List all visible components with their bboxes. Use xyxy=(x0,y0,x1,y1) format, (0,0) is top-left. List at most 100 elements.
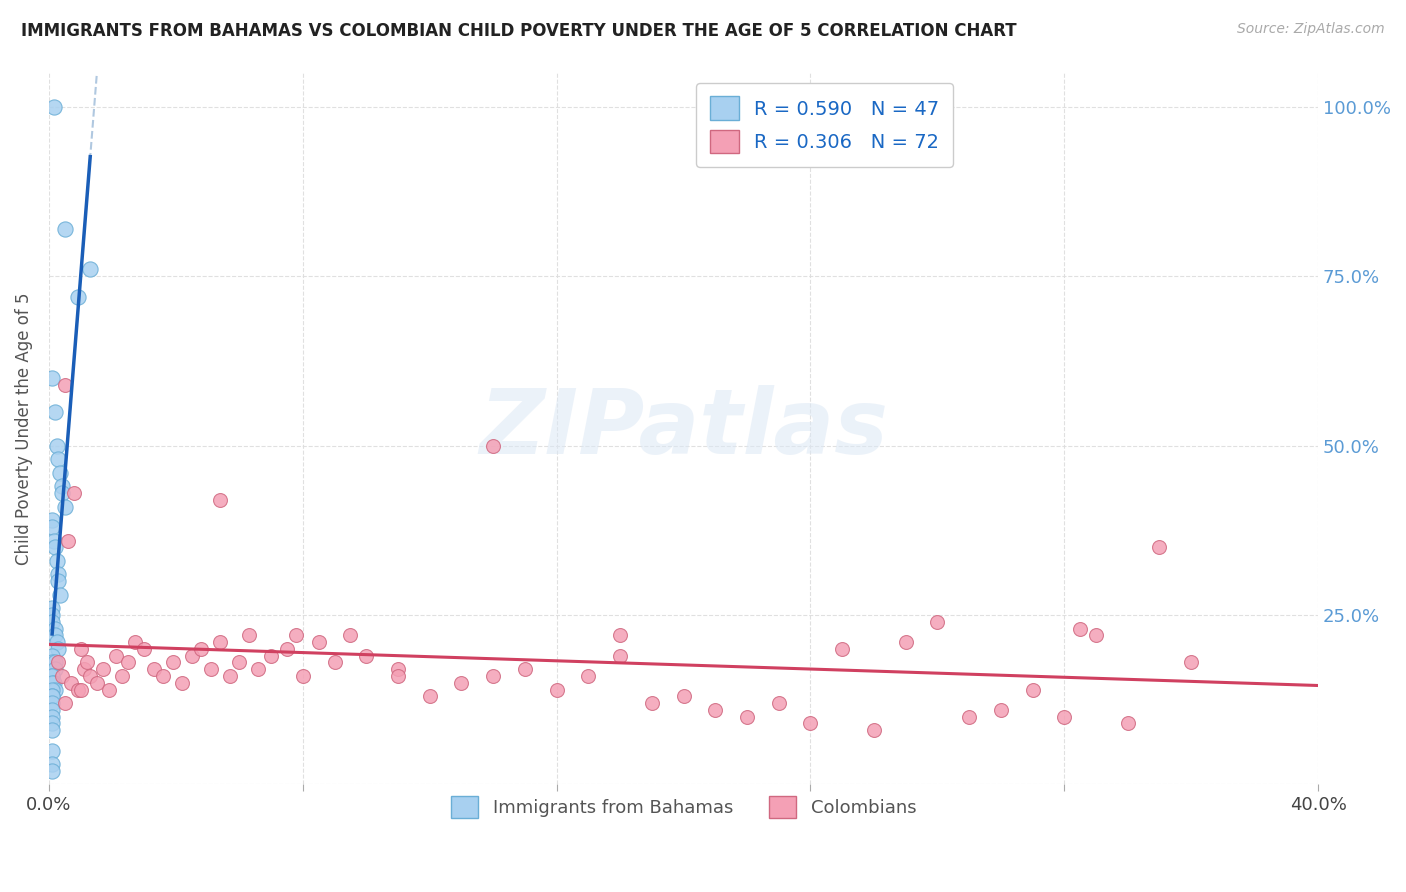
Point xyxy=(51,479,73,493)
Point xyxy=(48,641,70,656)
Point xyxy=(41,716,63,731)
Point xyxy=(831,641,853,656)
Point xyxy=(142,662,165,676)
Point xyxy=(48,452,70,467)
Point xyxy=(53,500,76,514)
Point xyxy=(45,439,67,453)
Point xyxy=(76,656,98,670)
Point xyxy=(42,100,65,114)
Point xyxy=(291,669,314,683)
Point xyxy=(1149,541,1171,555)
Point xyxy=(260,648,283,663)
Point xyxy=(41,764,63,778)
Point xyxy=(1180,656,1202,670)
Point xyxy=(513,662,536,676)
Point xyxy=(323,656,346,670)
Point xyxy=(209,492,232,507)
Point xyxy=(44,622,66,636)
Point xyxy=(863,723,886,738)
Point xyxy=(41,601,63,615)
Text: IMMIGRANTS FROM BAHAMAS VS COLOMBIAN CHILD POVERTY UNDER THE AGE OF 5 CORRELATIO: IMMIGRANTS FROM BAHAMAS VS COLOMBIAN CHI… xyxy=(21,22,1017,40)
Point xyxy=(41,709,63,723)
Point xyxy=(238,628,260,642)
Point xyxy=(111,669,134,683)
Point xyxy=(48,574,70,589)
Point xyxy=(41,608,63,623)
Point xyxy=(41,690,63,704)
Point xyxy=(990,703,1012,717)
Point xyxy=(51,486,73,500)
Point xyxy=(200,662,222,676)
Point xyxy=(91,662,114,676)
Point xyxy=(42,675,65,690)
Point xyxy=(41,520,63,534)
Point xyxy=(356,648,378,663)
Point xyxy=(218,669,240,683)
Point xyxy=(894,635,917,649)
Point xyxy=(482,439,505,453)
Point xyxy=(42,533,65,548)
Point xyxy=(247,662,270,676)
Point xyxy=(117,656,139,670)
Point xyxy=(41,682,63,697)
Point xyxy=(419,690,441,704)
Point xyxy=(735,709,758,723)
Point xyxy=(86,675,108,690)
Point xyxy=(45,635,67,649)
Legend: Immigrants from Bahamas, Colombians: Immigrants from Bahamas, Colombians xyxy=(444,789,924,825)
Point xyxy=(228,656,250,670)
Point xyxy=(49,466,72,480)
Point xyxy=(45,554,67,568)
Point xyxy=(546,682,568,697)
Point xyxy=(387,669,409,683)
Point xyxy=(56,533,79,548)
Point xyxy=(482,669,505,683)
Point xyxy=(285,628,308,642)
Point xyxy=(49,588,72,602)
Point xyxy=(450,675,472,690)
Point xyxy=(44,628,66,642)
Point xyxy=(51,669,73,683)
Point xyxy=(927,615,949,629)
Text: ZIPatlas: ZIPatlas xyxy=(479,384,889,473)
Point xyxy=(339,628,361,642)
Point xyxy=(308,635,330,649)
Point xyxy=(124,635,146,649)
Point xyxy=(69,641,91,656)
Point xyxy=(276,641,298,656)
Point xyxy=(98,682,121,697)
Point xyxy=(79,669,101,683)
Point xyxy=(41,615,63,629)
Point xyxy=(41,669,63,683)
Point xyxy=(672,690,695,704)
Point xyxy=(1021,682,1043,697)
Point xyxy=(768,696,790,710)
Point xyxy=(48,656,70,670)
Point xyxy=(1053,709,1076,723)
Point xyxy=(41,675,63,690)
Point xyxy=(41,648,63,663)
Point xyxy=(66,289,89,303)
Point xyxy=(387,662,409,676)
Point xyxy=(44,656,66,670)
Point xyxy=(1069,622,1091,636)
Point xyxy=(41,656,63,670)
Point xyxy=(41,371,63,385)
Point xyxy=(41,690,63,704)
Point xyxy=(41,703,63,717)
Point xyxy=(41,757,63,772)
Point xyxy=(609,648,631,663)
Point xyxy=(162,656,184,670)
Point xyxy=(41,669,63,683)
Point xyxy=(641,696,664,710)
Point xyxy=(180,648,202,663)
Point xyxy=(53,222,76,236)
Point xyxy=(48,567,70,582)
Point xyxy=(69,682,91,697)
Point xyxy=(66,682,89,697)
Text: Source: ZipAtlas.com: Source: ZipAtlas.com xyxy=(1237,22,1385,37)
Point xyxy=(134,641,156,656)
Point xyxy=(79,262,101,277)
Point xyxy=(190,641,212,656)
Point xyxy=(53,696,76,710)
